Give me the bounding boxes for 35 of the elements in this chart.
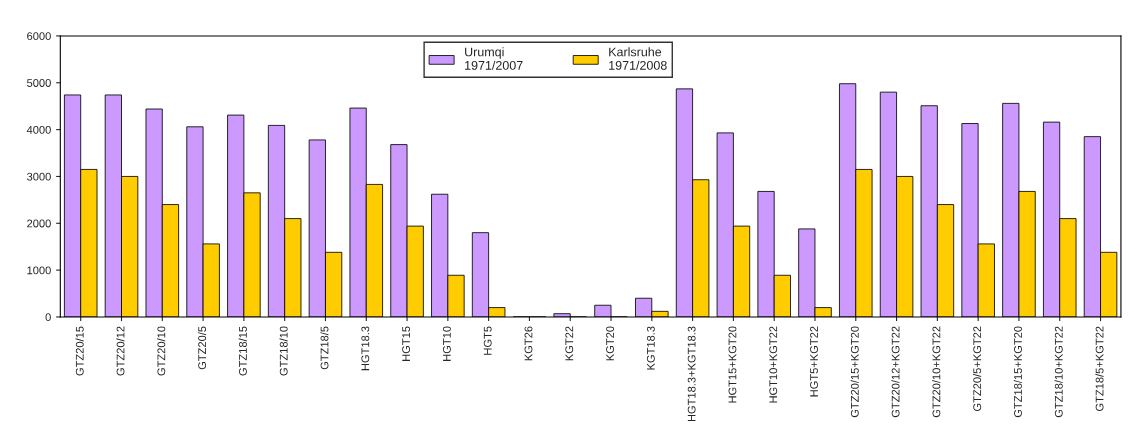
x-tick-label: GTZ18/5 xyxy=(320,326,329,370)
x-tick-label: GTZ20/5 xyxy=(197,326,207,370)
x-tick-label: GTZ20/15 xyxy=(75,326,84,376)
x-tick-label: HGT15+KGT20 xyxy=(728,326,737,403)
x-tick-label: HGT10+KGT22 xyxy=(769,326,778,403)
x-tick-label: GTZ18/15 xyxy=(238,326,247,376)
y-tick-label: 5000 xyxy=(27,79,51,87)
y-tick-label: 3000 xyxy=(26,172,51,181)
x-tick-label: KGT22 xyxy=(565,326,574,361)
x-tick-label: GTZ20/5+KGT22 xyxy=(972,326,982,411)
legend-label: Karlsruhe 1971/2008 xyxy=(609,47,667,70)
x-tick-label: KGT18.3 xyxy=(646,326,655,370)
y-tick-label: 0 xyxy=(45,313,51,322)
x-tick-label: GTZ18/15+KGT20 xyxy=(1013,326,1022,418)
x-tick-label: GTZ20/12 xyxy=(116,326,125,376)
x-tick-label: GTZ20/10+KGT22 xyxy=(932,326,941,418)
x-tick-label: GTZ18/10+KGT22 xyxy=(1054,326,1063,418)
x-tick-label: KGT20 xyxy=(606,326,614,361)
x-tick-label: HGT10 xyxy=(442,326,451,361)
y-tick-label: 1000 xyxy=(27,266,51,275)
x-tick-label: KGT26 xyxy=(524,326,533,361)
y-tick-label: 6000 xyxy=(27,32,51,41)
x-tick-label: GTZ18/5+KGT22 xyxy=(1095,326,1104,411)
x-tick-label: HGT15 xyxy=(402,326,411,361)
x-tick-label: GTZ20/15+KGT20 xyxy=(850,326,859,418)
x-tick-label: GTZ20/12+KGT22 xyxy=(891,326,900,418)
x-tick-label: GTZ18/10 xyxy=(279,326,288,376)
y-tick-label: 4000 xyxy=(26,125,51,134)
x-tick-label: HGT5 xyxy=(483,326,492,355)
x-tick-label: HGT5+KGT22 xyxy=(810,326,818,397)
legend-label: Urumqi 1971/2007 xyxy=(465,47,523,70)
x-tick-label: HGT18.3 xyxy=(361,326,370,371)
x-tick-label: HGT18.3+KGT18.3 xyxy=(687,326,696,422)
y-tick-label: 2000 xyxy=(27,219,51,228)
x-tick-label: GTZ20/10 xyxy=(157,326,166,376)
